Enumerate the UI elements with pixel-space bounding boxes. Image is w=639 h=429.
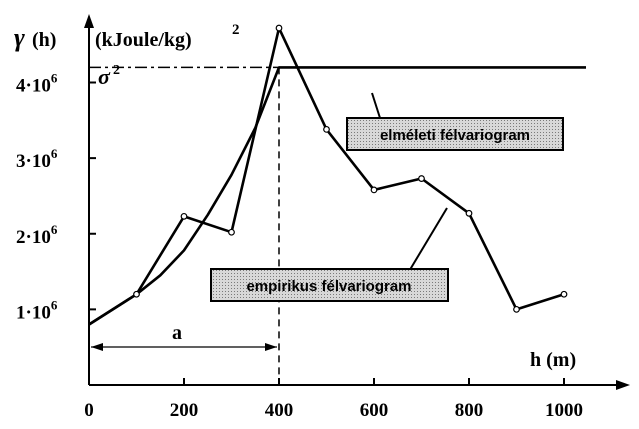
empirical-point: [560, 290, 568, 298]
range-arrow-left-head: [91, 343, 103, 351]
x-axis-arrow: [616, 380, 630, 390]
x-tick-label: 600: [360, 400, 389, 421]
x-tick-label: 400: [265, 400, 294, 421]
y-axis-unit: (kJoule/kg): [95, 29, 192, 51]
empirical-point: [418, 175, 425, 182]
sill-label: σ: [98, 64, 111, 89]
empirical-point: [370, 186, 378, 194]
range-arrow-right-head: [265, 343, 277, 351]
x-tick-label: 0: [84, 400, 94, 421]
empirical-point: [133, 290, 140, 298]
y-tick-label: 2·106: [16, 222, 58, 248]
empirical-point: [465, 209, 473, 217]
y-axis-arrow: [84, 14, 94, 28]
empirical-point: [513, 305, 520, 313]
empirical-point: [180, 212, 188, 220]
theoretical-leader-line: [371, 92, 381, 119]
empirical-point: [323, 125, 330, 133]
y-tick-label: 3·106: [16, 146, 58, 172]
theoretical-label-box: [346, 117, 564, 151]
empirical-label-box: [210, 268, 449, 302]
y-axis-unit-exponent: 2: [232, 22, 240, 38]
empirical-point: [275, 24, 283, 32]
x-tick-label: 200: [170, 400, 199, 421]
theoretical-label: elméleti félvariogram: [380, 127, 530, 144]
x-tick-label: 1000: [545, 400, 583, 421]
empirical-point: [228, 228, 235, 236]
y-tick-label: 4·106: [16, 71, 58, 97]
sill-label-exponent: 2: [113, 63, 120, 78]
y-axis-symbol: γ: [14, 23, 25, 52]
x-axis-label: h (m): [530, 349, 576, 371]
y-axis-argument: (h): [32, 29, 56, 51]
y-tick-label: 1·106: [16, 297, 58, 323]
empirical-leader-line: [407, 207, 448, 274]
empirical-label: empirikus félvariogram: [246, 278, 411, 295]
range-label: a: [172, 322, 182, 344]
x-tick-label: 800: [455, 400, 484, 421]
